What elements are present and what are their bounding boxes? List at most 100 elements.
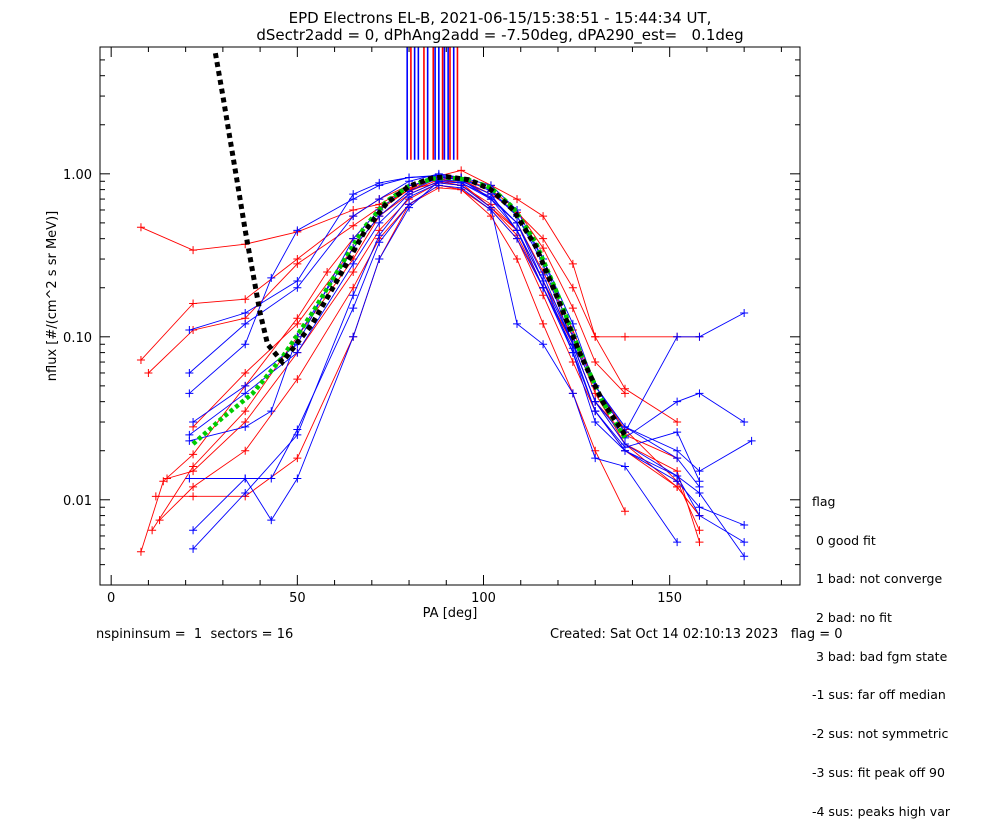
series-line bbox=[192, 179, 700, 543]
series-line bbox=[166, 182, 678, 479]
data-point-marker bbox=[189, 299, 198, 308]
x-axis-label: PA [deg] bbox=[423, 606, 478, 621]
data-point-marker bbox=[241, 368, 250, 377]
data-point-marker bbox=[486, 193, 495, 202]
data-point-marker bbox=[241, 407, 250, 416]
data-point-marker bbox=[568, 283, 577, 292]
data-point-marker bbox=[293, 474, 302, 483]
data-point-marker bbox=[513, 234, 522, 243]
data-point-marker bbox=[591, 358, 600, 367]
data-point-marker bbox=[621, 332, 629, 341]
data-point-marker bbox=[539, 291, 548, 300]
legend-item: 1 bad: not converge bbox=[812, 571, 943, 587]
series-line bbox=[189, 174, 745, 433]
legend-item: 3 bad: bad fgm state bbox=[812, 648, 948, 664]
data-point-marker bbox=[189, 467, 198, 476]
data-point-marker bbox=[591, 407, 600, 416]
series-line bbox=[140, 177, 700, 552]
data-point-marker bbox=[293, 348, 302, 357]
y-tick-label: 0.01 bbox=[63, 494, 92, 509]
flag-legend: flag 0 good fit 1 bad: not converge 2 ba… bbox=[812, 470, 950, 831]
data-point-marker bbox=[144, 368, 153, 377]
data-point-marker bbox=[539, 270, 548, 279]
data-point-marker bbox=[405, 190, 414, 199]
data-point-marker bbox=[695, 467, 704, 476]
data-point-marker bbox=[513, 319, 522, 328]
data-point-marker bbox=[375, 255, 384, 264]
data-point-marker bbox=[189, 526, 198, 535]
data-point-marker bbox=[405, 173, 414, 182]
data-point-marker bbox=[673, 428, 682, 437]
data-point-marker bbox=[740, 538, 749, 547]
data-point-marker bbox=[185, 474, 194, 483]
data-point-marker bbox=[621, 422, 629, 431]
chart-title-line2: dSectr2add = 0, dPhAng2add = -7.50deg, d… bbox=[256, 26, 744, 44]
data-point-marker bbox=[185, 389, 194, 398]
data-point-marker bbox=[621, 462, 629, 471]
plot-frame bbox=[99, 46, 801, 586]
data-point-marker bbox=[293, 375, 302, 384]
data-point-marker bbox=[293, 276, 302, 285]
series-line bbox=[140, 169, 700, 338]
data-point-marker bbox=[375, 195, 384, 204]
data-point-marker bbox=[349, 221, 358, 230]
x-tick-label: 150 bbox=[657, 591, 682, 606]
data-point-marker bbox=[349, 283, 358, 292]
legend-item: -4 sus: peaks high var bbox=[812, 803, 951, 819]
data-point-marker bbox=[241, 319, 250, 328]
data-point-marker bbox=[189, 482, 198, 491]
data-point-marker bbox=[323, 267, 332, 276]
data-point-marker bbox=[189, 450, 198, 459]
data-point-marker bbox=[695, 477, 704, 486]
data-point-marker bbox=[673, 454, 682, 463]
data-point-marker bbox=[293, 226, 302, 235]
data-point-marker bbox=[267, 516, 276, 525]
chart-title-line1: EPD Electrons EL-B, 2021-06-15/15:38:51 … bbox=[288, 9, 712, 27]
x-tick-label: 100 bbox=[471, 591, 496, 606]
data-point-marker bbox=[513, 195, 522, 204]
data-point-marker bbox=[673, 397, 682, 406]
footer-left-info: nspininsum = 1 sectors = 16 bbox=[96, 627, 294, 642]
data-point-marker bbox=[695, 503, 704, 512]
data-point-marker bbox=[740, 552, 749, 561]
data-point-marker bbox=[695, 538, 704, 547]
data-point-marker bbox=[513, 255, 522, 264]
data-point-marker bbox=[568, 259, 577, 268]
data-point-marker bbox=[148, 526, 157, 535]
data-point-marker bbox=[695, 526, 704, 535]
footer-right-info: Created: Sat Oct 14 02:10:13 2023 flag =… bbox=[550, 627, 843, 642]
data-point-marker bbox=[349, 212, 358, 221]
data-point-marker bbox=[163, 474, 172, 483]
data-point-marker bbox=[740, 308, 749, 317]
series-line bbox=[159, 187, 700, 521]
series-line bbox=[189, 180, 745, 439]
data-point-marker bbox=[568, 304, 577, 313]
chart-plot: 0 50 100 150 0.01 0.10 1.00 PA [deg] nflux [#/(c… bbox=[45, 46, 801, 621]
data-point-marker bbox=[568, 389, 577, 398]
data-point-marker bbox=[740, 418, 749, 427]
legend-item: -3 sus: fit peak off 90 bbox=[812, 764, 945, 780]
data-point-marker bbox=[349, 267, 358, 276]
data-point-marker bbox=[740, 521, 749, 530]
data-point-marker bbox=[136, 356, 145, 365]
y-tick-label: 1.00 bbox=[63, 168, 92, 183]
data-point-marker bbox=[349, 259, 358, 268]
data-point-marker bbox=[267, 474, 276, 483]
model-curve-black bbox=[212, 52, 628, 437]
data-point-marker bbox=[695, 511, 704, 520]
data-point-marker bbox=[539, 283, 548, 292]
data-point-marker bbox=[591, 418, 600, 427]
data-point-marker bbox=[405, 203, 414, 212]
data-point-marker bbox=[241, 446, 250, 455]
data-point-marker bbox=[241, 489, 250, 498]
data-point-marker bbox=[136, 547, 145, 556]
data-point-marker bbox=[349, 195, 358, 204]
data-point-marker bbox=[189, 544, 198, 553]
data-point-marker bbox=[349, 332, 358, 341]
data-point-marker bbox=[293, 319, 302, 328]
data-point-marker bbox=[267, 407, 276, 416]
data-point-marker bbox=[539, 234, 548, 243]
data-point-marker bbox=[189, 492, 198, 501]
data-point-marker bbox=[673, 332, 682, 341]
data-point-marker bbox=[539, 212, 548, 221]
